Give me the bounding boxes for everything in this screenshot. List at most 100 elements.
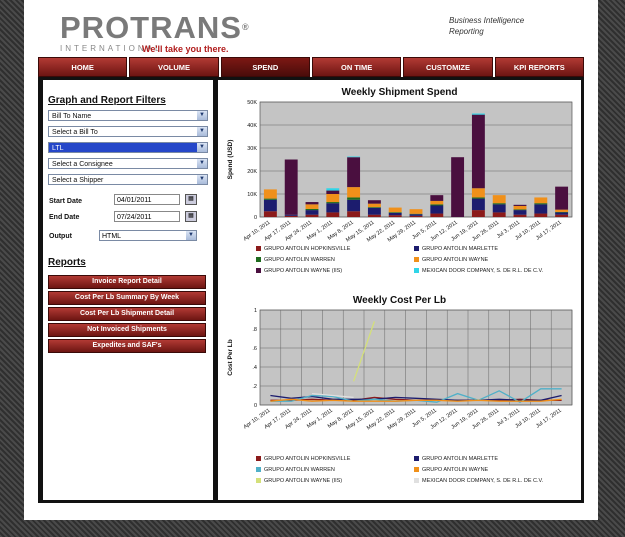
bar-segment xyxy=(492,212,506,217)
bar-segment xyxy=(347,156,361,158)
legend-item: GRUPO ANTOLIN WAYNE (IIS) xyxy=(256,268,342,274)
y-tick-label: 10K xyxy=(247,192,257,198)
protrans-logo: PROTRANS® INTERNATIONAL We'll take you t… xyxy=(60,12,250,54)
end-date-input[interactable]: 07/24/2011 xyxy=(114,211,180,222)
legend-label: GRUPO ANTOLIN WAYNE (IIS) xyxy=(264,478,343,484)
bar-segment xyxy=(471,210,485,217)
legend-label: GRUPO ANTOLIN WAYNE xyxy=(422,257,489,263)
bar-segment xyxy=(471,188,485,198)
mode-select[interactable]: LTL ▼ xyxy=(48,142,208,153)
mode-value: LTL xyxy=(52,145,64,152)
cost-per-lb-summary-button[interactable]: Cost Per Lb Summary By Week xyxy=(48,291,206,305)
bar-segment xyxy=(347,197,361,200)
bar-segment xyxy=(347,187,361,198)
bar-segment xyxy=(451,157,465,217)
legend-item: GRUPO ANTOLIN HOPKINSVILLE xyxy=(256,456,350,462)
legend-label: GRUPO ANTOLIN MARLETTE xyxy=(422,456,498,462)
bar-segment xyxy=(492,204,506,213)
nav-tab-customize[interactable]: CUSTOMIZE xyxy=(403,57,493,77)
calendar-icon[interactable]: ▦ xyxy=(185,211,197,222)
bar-segment xyxy=(367,214,381,217)
y-tick-label: 0 xyxy=(254,403,257,409)
bill-to-name-value: Bill To Name xyxy=(52,113,92,120)
nav-tab-on-time[interactable]: ON TIME xyxy=(311,57,402,77)
legend-label: MEXICAN DOOR COMPANY, S. DE R.L. DE C.V. xyxy=(422,268,544,274)
bar-segment xyxy=(347,211,361,217)
legend-swatch xyxy=(256,268,261,274)
legend-item: GRUPO ANTOLIN WAYNE xyxy=(414,257,488,263)
expedites-and-safs-button[interactable]: Expedites and SAF's xyxy=(48,339,206,353)
nav-tab-volume[interactable]: VOLUME xyxy=(129,57,219,77)
y-tick-label: .4 xyxy=(252,365,257,371)
legend-swatch xyxy=(256,456,261,462)
bar-segment xyxy=(409,215,423,217)
output-select[interactable]: HTML ▼ xyxy=(99,230,197,241)
legend-swatch xyxy=(414,257,419,263)
calendar-icon[interactable]: ▦ xyxy=(185,194,197,205)
chevron-down-icon: ▼ xyxy=(197,143,207,152)
bar-segment xyxy=(347,199,361,212)
start-date-input[interactable]: 04/01/2011 xyxy=(114,194,180,205)
y-axis-label: Cost Per Lb xyxy=(227,339,234,376)
app-title: Business Intelligence Reporting xyxy=(449,15,524,37)
chevron-down-icon: ▼ xyxy=(197,175,207,184)
bar-segment xyxy=(305,208,319,211)
page: PROTRANS® INTERNATIONAL We'll take you t… xyxy=(24,0,598,520)
start-date-label: Start Date xyxy=(49,198,83,205)
nav-tab-home[interactable]: HOME xyxy=(38,57,128,77)
nav-tab-spend[interactable]: SPEND xyxy=(220,57,310,77)
cost-per-lb-shipment-detail-button[interactable]: Cost Per Lb Shipment Detail xyxy=(48,307,206,321)
bar-segment xyxy=(305,210,319,215)
bar-segment xyxy=(326,212,340,217)
bar-segment xyxy=(492,195,506,204)
series-line xyxy=(311,392,354,399)
bar-segment xyxy=(430,213,444,217)
invoice-report-detail-button[interactable]: Invoice Report Detail xyxy=(48,275,206,289)
y-axis-label: Spend (USD) xyxy=(227,140,234,180)
legend-swatch xyxy=(414,456,419,462)
legend-item: GRUPO ANTOLIN WARREN xyxy=(256,467,335,473)
y-tick-label: 1 xyxy=(254,308,257,314)
legend-label: GRUPO ANTOLIN WAYNE xyxy=(422,467,489,473)
shipper-select[interactable]: Select a Shipper ▼ xyxy=(48,174,208,185)
bar-segment xyxy=(513,209,527,211)
bar-segment xyxy=(263,189,277,199)
y-tick-label: 50K xyxy=(247,100,257,106)
nav-tab-kpi-reports[interactable]: KPI REPORTS xyxy=(494,57,584,77)
bar-segment xyxy=(326,202,340,204)
bar-segment xyxy=(471,113,485,115)
legend-item: GRUPO ANTOLIN WAYNE xyxy=(414,467,488,473)
legend-item: GRUPO ANTOLIN MARLETTE xyxy=(414,246,498,252)
bar-segment xyxy=(347,157,361,188)
y-tick-label: 20K xyxy=(247,169,257,175)
bar-segment xyxy=(555,214,569,217)
bar-segment xyxy=(388,212,402,216)
legend-label: GRUPO ANTOLIN WAYNE (IIS) xyxy=(264,268,343,274)
legend-swatch xyxy=(256,246,261,252)
bill-to-select[interactable]: Select a Bill To ▼ xyxy=(48,126,208,137)
consignee-select[interactable]: Select a Consignee ▼ xyxy=(48,158,208,169)
plot-area xyxy=(259,101,573,218)
legend-swatch xyxy=(414,478,419,484)
legend-swatch xyxy=(414,467,419,473)
shipper-value: Select a Shipper xyxy=(52,177,104,184)
bar-segment xyxy=(284,215,298,217)
logo-tagline: We'll take you there. xyxy=(142,44,229,54)
legend-label: GRUPO ANTOLIN HOPKINSVILLE xyxy=(264,456,351,462)
not-invoiced-shipments-button[interactable]: Not Invoiced Shipments xyxy=(48,323,206,337)
series-line xyxy=(270,394,562,401)
bill-to-name-select[interactable]: Bill To Name ▼ xyxy=(48,110,208,121)
y-tick-label: .2 xyxy=(252,384,257,390)
output-value: HTML xyxy=(102,233,122,240)
series-line xyxy=(352,321,376,382)
bar-segment xyxy=(534,203,548,205)
bar-segment xyxy=(305,214,319,217)
bar-segment xyxy=(471,114,485,189)
bar-segment xyxy=(555,212,569,215)
legend-swatch xyxy=(414,246,419,252)
app-title-line1: Business Intelligence xyxy=(449,16,525,25)
bar-segment xyxy=(284,159,298,215)
bar-segment xyxy=(430,200,444,205)
chevron-down-icon: ▼ xyxy=(197,159,207,168)
